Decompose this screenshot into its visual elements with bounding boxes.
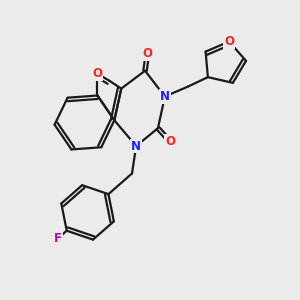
Text: O: O [224, 35, 234, 48]
Text: O: O [165, 135, 175, 148]
Text: F: F [54, 232, 62, 245]
Text: O: O [92, 67, 103, 80]
Text: N: N [131, 140, 141, 152]
Text: O: O [142, 46, 152, 60]
Text: N: N [160, 90, 170, 103]
